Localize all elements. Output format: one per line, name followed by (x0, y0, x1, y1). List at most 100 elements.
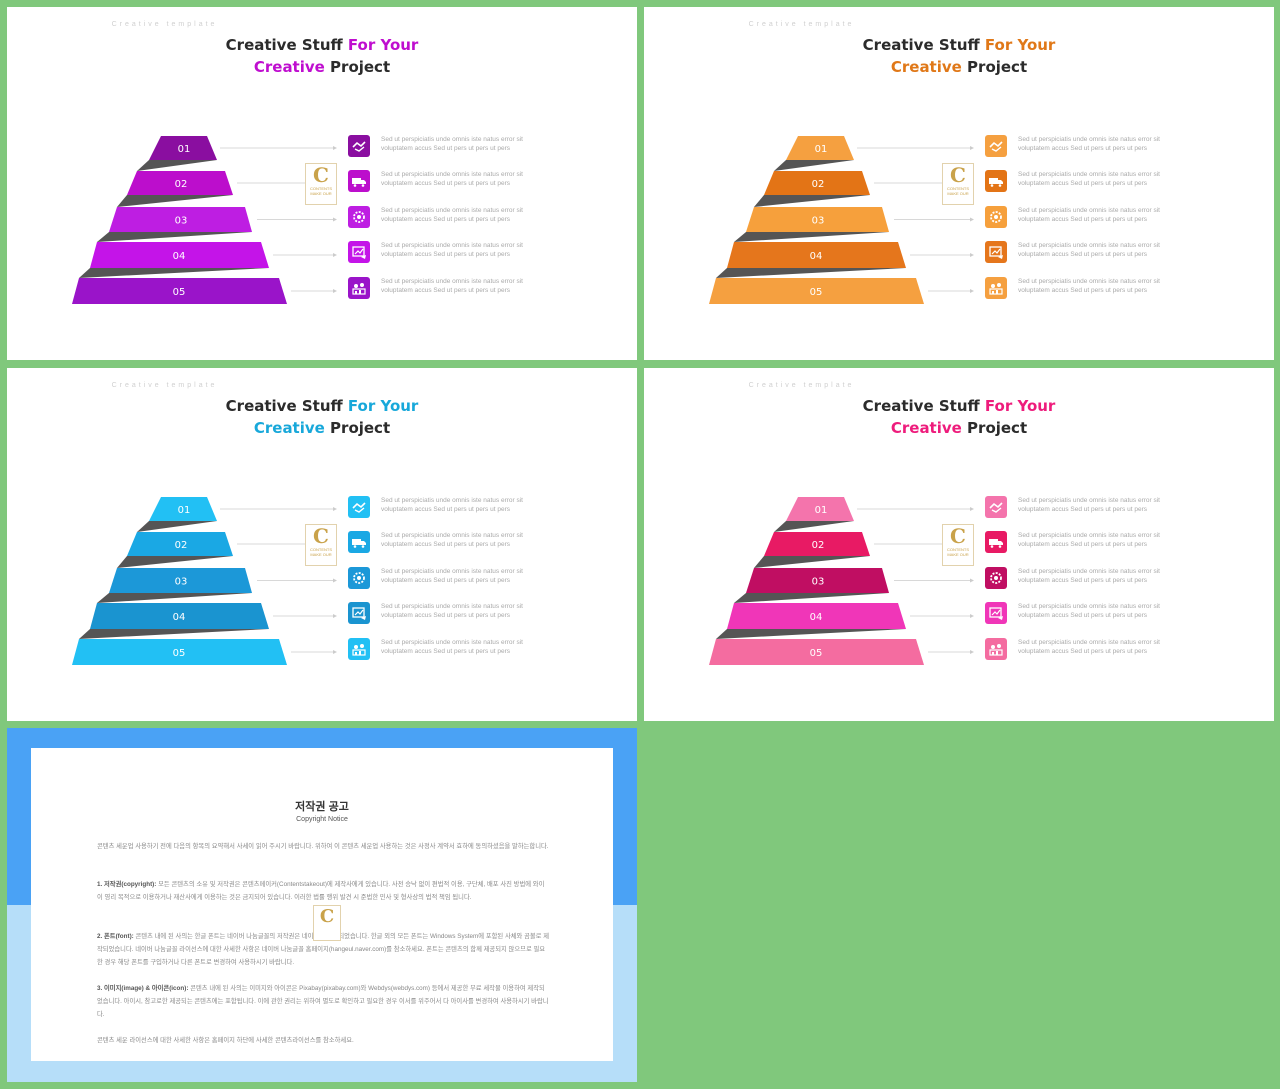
title-accent-2: Creative (253, 419, 325, 437)
item-description-line-2: voluptatem accus Sed ut pers ut pers ut … (381, 145, 510, 152)
pyramid-diagram: 01 02 03 04 05 (72, 136, 337, 304)
connector-arrowhead (333, 578, 337, 583)
copyright-paragraph-font: 2. 폰트(font): 콘텐츠 내에 된 사의는 한글 폰트는 네이버 나눔글… (97, 930, 549, 969)
title-accent-2: Creative (890, 419, 962, 437)
copyright-text: 모든 콘텐츠의 소유 및 저작권은 콘텐츠메이커(Contentstakeout… (97, 881, 545, 901)
truck-icon (985, 170, 1007, 192)
item-description-line-2: voluptatem accus Sed ut pers ut pers ut … (381, 216, 510, 223)
item-description-line-2: voluptatem accus Sed ut pers ut pers ut … (381, 180, 510, 187)
title-part-1: Creative Stuff (225, 397, 348, 415)
item-description: Sed ut perspiciatis unde omnis iste natu… (381, 277, 561, 295)
gear-icon (985, 206, 1007, 228)
item-description-line-2: voluptatem accus Sed ut pers ut pers ut … (381, 577, 510, 584)
pyramid-shadow (79, 268, 269, 278)
chart-icon (985, 241, 1007, 263)
item-description-line-2: voluptatem accus Sed ut pers ut pers ut … (1018, 216, 1147, 223)
font-text: 콘텐츠 내에 된 사의는 한글 폰트는 네이버 나눔글꼴의 저작권은 네이버에 … (97, 933, 550, 966)
gear-icon (348, 567, 370, 589)
item-description-line-1: Sed ut perspiciatis unde omnis iste natu… (1018, 497, 1160, 504)
pyramid-shadow (117, 195, 233, 207)
pyramid-tier-1 (149, 136, 217, 160)
item-description-line-1: Sed ut perspiciatis unde omnis iste natu… (1018, 532, 1160, 539)
item-description: Sed ut perspiciatis unde omnis iste natu… (1018, 531, 1198, 549)
pyramid-tier-4 (90, 603, 269, 629)
slide-1: Creative template Creative Stuff For Your… (7, 7, 637, 360)
connector-arrowhead (970, 578, 974, 583)
tier-label: 01 (815, 144, 828, 155)
logo-letter: C (313, 524, 329, 548)
pyramid-shadow (97, 593, 252, 603)
logo-text: CONTENTS (947, 186, 969, 191)
connector-arrowhead (970, 614, 974, 618)
title-part-2: Project (324, 58, 391, 76)
image-heading: 3. 이미지(image) & 아이콘(icon): (97, 985, 189, 992)
tier-label: 01 (815, 505, 828, 516)
tier-label: 05 (173, 287, 186, 298)
item-description-line-1: Sed ut perspiciatis unde omnis iste natu… (381, 639, 523, 646)
tier-label: 02 (175, 540, 188, 551)
item-description-line-2: voluptatem accus Sed ut pers ut pers ut … (381, 506, 510, 513)
title-part-2: Project (324, 419, 391, 437)
title-part-2: Project (961, 419, 1028, 437)
item-description: Sed ut perspiciatis unde omnis iste natu… (381, 602, 561, 620)
chart-icon (985, 602, 1007, 624)
connector-arrowhead (970, 217, 974, 222)
connector-arrowhead (333, 146, 337, 150)
pyramid-shadow (97, 232, 252, 242)
handshake-icon (985, 496, 1007, 518)
tier-label: 03 (812, 577, 825, 588)
slide-title: Creative Stuff For Your Creative Project (644, 395, 1274, 439)
item-description-line-2: voluptatem accus Sed ut pers ut pers ut … (1018, 541, 1147, 548)
chart-icon (348, 602, 370, 624)
connector-arrowhead (970, 289, 974, 293)
item-description: Sed ut perspiciatis unde omnis iste natu… (1018, 277, 1198, 295)
pyramid-tier-1 (786, 497, 854, 521)
item-description-line-1: Sed ut perspiciatis unde omnis iste natu… (1018, 242, 1160, 249)
pyramid-tier-1 (149, 497, 217, 521)
item-description: Sed ut perspiciatis unde omnis iste natu… (381, 638, 561, 656)
connector-arrowhead (333, 289, 337, 293)
item-description: Sed ut perspiciatis unde omnis iste natu… (381, 135, 561, 153)
chart-icon (348, 241, 370, 263)
item-description-line-1: Sed ut perspiciatis unde omnis iste natu… (381, 278, 523, 285)
title-accent-1: For Your (984, 397, 1056, 415)
item-description-line-1: Sed ut perspiciatis unde omnis iste natu… (381, 171, 523, 178)
item-description: Sed ut perspiciatis unde omnis iste natu… (1018, 135, 1198, 153)
item-description-line-2: voluptatem accus Sed ut pers ut pers ut … (1018, 180, 1147, 187)
team-icon (985, 277, 1007, 299)
item-description-line-2: voluptatem accus Sed ut pers ut pers ut … (1018, 577, 1147, 584)
connector-arrowhead (333, 614, 337, 618)
item-description: Sed ut perspiciatis unde omnis iste natu… (1018, 170, 1198, 188)
copyright-paragraph-intro: 콘텐츠 세운업 사용하기 전에 다음의 항목의 요약해서 사세이 읽어 주시기 … (97, 843, 549, 850)
pyramid-shadow (79, 629, 269, 639)
item-description-line-2: voluptatem accus Sed ut pers ut pers ut … (1018, 145, 1147, 152)
title-accent-1: For Your (984, 36, 1056, 54)
handshake-icon (985, 135, 1007, 157)
copyright-paragraph-copyright: 1. 저작권(copyright): 모든 콘텐츠의 소유 및 저작권은 콘텐츠… (97, 878, 549, 904)
logo-subtext: MAKE OUR (947, 552, 969, 557)
item-description-line-1: Sed ut perspiciatis unde omnis iste natu… (1018, 171, 1160, 178)
pyramid-tier-5 (72, 278, 287, 304)
pyramid-shadow (716, 268, 906, 278)
tier-label: 05 (173, 648, 186, 659)
slide-4: Creative template Creative Stuff For Your… (644, 368, 1274, 721)
slide-2: Creative template Creative Stuff For Your… (644, 7, 1274, 360)
pyramid-shadow (716, 629, 906, 639)
pyramid-shadow (754, 195, 870, 207)
item-description: Sed ut perspiciatis unde omnis iste natu… (1018, 602, 1198, 620)
logo-badge: C CONTENTS MAKE OUR (942, 163, 974, 205)
pyramid-tier-4 (90, 242, 269, 268)
pyramid-tier-2 (764, 532, 870, 556)
logo-letter: C (950, 524, 966, 548)
pyramid-tier-5 (72, 639, 287, 665)
pyramid-shadow (734, 232, 889, 242)
pyramid-diagram: 01 02 03 04 05 (709, 136, 974, 304)
connector-arrowhead (970, 146, 974, 150)
tier-label: 03 (175, 216, 188, 227)
pyramid-tier-3 (746, 568, 889, 593)
kicker-text: Creative template (111, 21, 218, 28)
tier-label: 04 (173, 251, 186, 262)
connector-arrowhead (970, 507, 974, 511)
font-heading: 2. 폰트(font): (97, 933, 134, 940)
item-description-line-2: voluptatem accus Sed ut pers ut pers ut … (381, 648, 510, 655)
